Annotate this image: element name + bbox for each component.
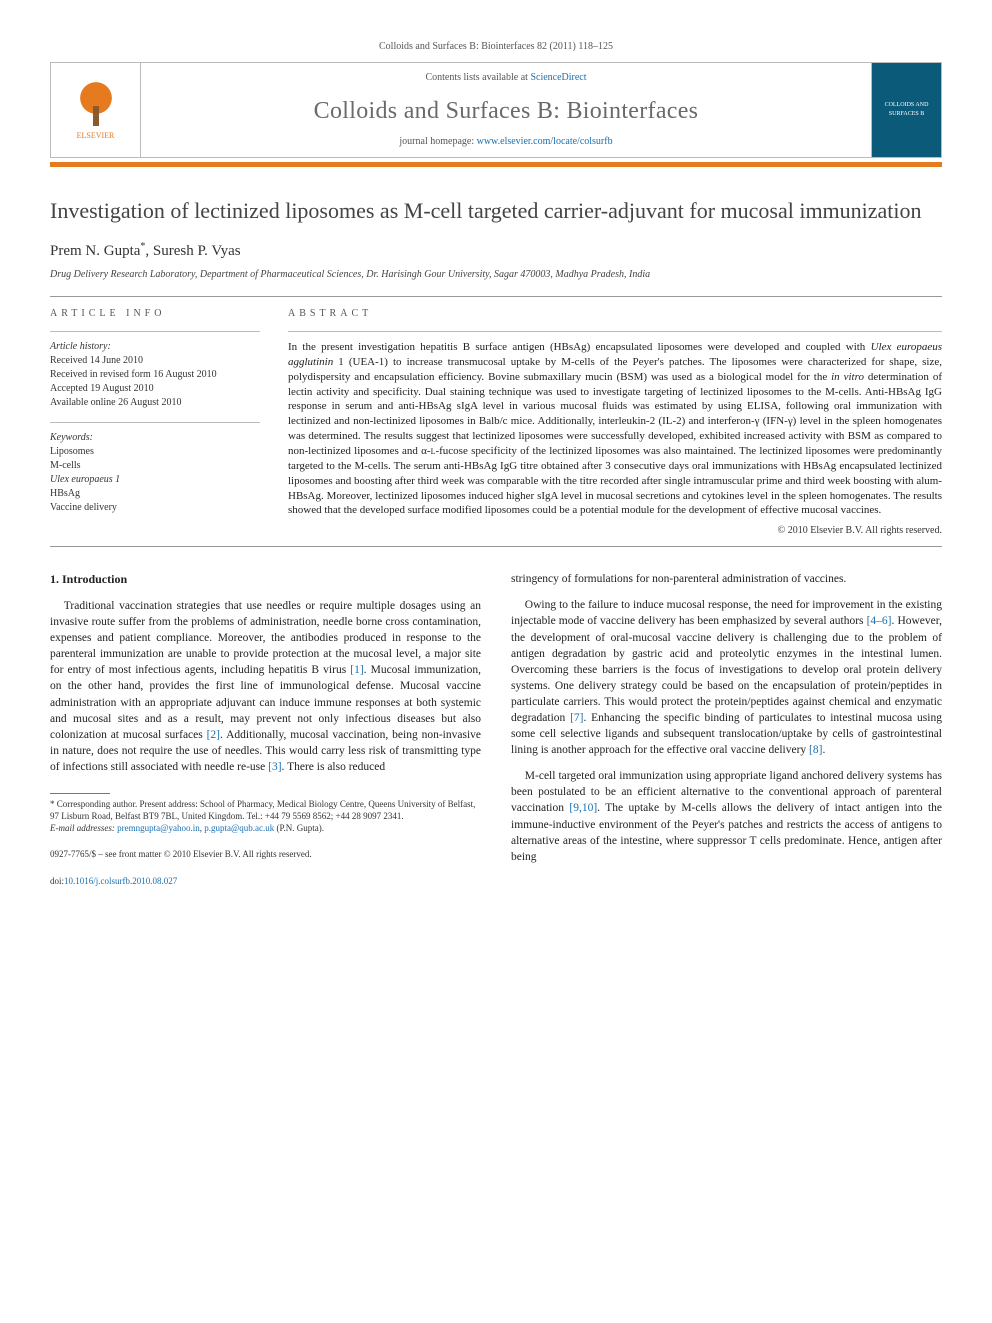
ref-2[interactable]: [2] bbox=[207, 729, 220, 741]
doi-link[interactable]: 10.1016/j.colsurfb.2010.08.027 bbox=[64, 876, 177, 886]
journal-title: Colloids and Surfaces B: Biointerfaces bbox=[151, 95, 861, 129]
footer-doi: doi:10.1016/j.colsurfb.2010.08.027 bbox=[50, 875, 481, 888]
email-1[interactable]: premngupta@yahoo.in bbox=[117, 823, 200, 833]
running-head: Colloids and Surfaces B: Biointerfaces 8… bbox=[50, 40, 942, 54]
divider-bottom bbox=[50, 546, 942, 547]
info-divider-2 bbox=[50, 422, 260, 423]
elsevier-logo: ELSEVIER bbox=[51, 63, 141, 157]
info-abstract-row: ARTICLE INFO Article history: Received 1… bbox=[50, 307, 942, 538]
footer-issn: 0927-7765/$ – see front matter © 2010 El… bbox=[50, 848, 481, 861]
homepage-link[interactable]: www.elsevier.com/locate/colsurfb bbox=[477, 136, 613, 147]
section-1-head: 1. Introduction bbox=[50, 571, 481, 588]
sciencedirect-link[interactable]: ScienceDirect bbox=[530, 72, 586, 83]
corr-label: * Corresponding author. bbox=[50, 799, 137, 809]
abstract-head: ABSTRACT bbox=[288, 307, 942, 321]
article-info: ARTICLE INFO Article history: Received 1… bbox=[50, 307, 260, 538]
keyword-4: HBsAg bbox=[50, 487, 260, 501]
history-online: Available online 26 August 2010 bbox=[50, 396, 260, 410]
author-sep: , bbox=[145, 243, 153, 259]
abs-it2: in vitro bbox=[831, 371, 864, 383]
elsevier-tree-icon bbox=[71, 78, 121, 128]
info-divider-1 bbox=[50, 331, 260, 332]
history-label: Article history: bbox=[50, 340, 260, 354]
ref-9-10[interactable]: [9,10] bbox=[569, 802, 597, 814]
contents-line: Contents lists available at ScienceDirec… bbox=[151, 71, 861, 85]
ref-8[interactable]: [8] bbox=[809, 744, 822, 756]
email-footnote: E-mail addresses: premngupta@yahoo.in, p… bbox=[50, 822, 481, 834]
email-label: E-mail addresses: bbox=[50, 823, 117, 833]
authors: Prem N. Gupta*, Suresh P. Vyas bbox=[50, 240, 942, 262]
abstract-text: In the present investigation hepatitis B… bbox=[288, 340, 942, 518]
article-history: Article history: Received 14 June 2010 R… bbox=[50, 340, 260, 410]
corresponding-footnote: * Corresponding author. Present address:… bbox=[50, 798, 481, 822]
keyword-5: Vaccine delivery bbox=[50, 501, 260, 515]
history-revised: Received in revised form 16 August 2010 bbox=[50, 368, 260, 382]
abstract-divider bbox=[288, 331, 942, 332]
abstract-copyright: © 2010 Elsevier B.V. All rights reserved… bbox=[288, 524, 942, 538]
col2-para-2: Owing to the failure to induce mucosal r… bbox=[511, 597, 942, 758]
column-right: stringency of formulations for non-paren… bbox=[511, 571, 942, 887]
ref-7[interactable]: [7] bbox=[570, 712, 583, 724]
article-info-head: ARTICLE INFO bbox=[50, 307, 260, 321]
email-owner: (P.N. Gupta). bbox=[274, 823, 324, 833]
abs-p1a: In the present investigation hepatitis B… bbox=[288, 341, 871, 353]
doi-prefix: doi: bbox=[50, 876, 64, 886]
publisher-label: ELSEVIER bbox=[77, 130, 115, 141]
author-2: Suresh P. Vyas bbox=[153, 243, 241, 259]
c2p2d: . bbox=[822, 744, 825, 756]
contents-prefix: Contents lists available at bbox=[425, 72, 530, 83]
ref-4-6[interactable]: [4–6] bbox=[867, 615, 892, 627]
article-title: Investigation of lectinized liposomes as… bbox=[50, 197, 942, 225]
history-received: Received 14 June 2010 bbox=[50, 354, 260, 368]
author-1: Prem N. Gupta bbox=[50, 243, 140, 259]
page: Colloids and Surfaces B: Biointerfaces 8… bbox=[0, 0, 992, 928]
keywords-label: Keywords: bbox=[50, 431, 260, 445]
affiliation: Drug Delivery Research Laboratory, Depar… bbox=[50, 268, 942, 282]
body-columns: 1. Introduction Traditional vaccination … bbox=[50, 571, 942, 887]
accent-bar bbox=[50, 162, 942, 167]
keyword-3: Ulex europaeus 1 bbox=[50, 473, 260, 487]
divider-top bbox=[50, 296, 942, 297]
c1p1d: . There is also reduced bbox=[282, 761, 386, 773]
keyword-1: Liposomes bbox=[50, 445, 260, 459]
abstract: ABSTRACT In the present investigation he… bbox=[288, 307, 942, 538]
homepage-prefix: journal homepage: bbox=[399, 136, 476, 147]
email-2[interactable]: p.gupta@qub.ac.uk bbox=[204, 823, 274, 833]
footnote-rule bbox=[50, 793, 110, 794]
column-left: 1. Introduction Traditional vaccination … bbox=[50, 571, 481, 887]
col2-para-1: stringency of formulations for non-paren… bbox=[511, 571, 942, 587]
journal-header: ELSEVIER Contents lists available at Sci… bbox=[50, 62, 942, 158]
keywords: Keywords: Liposomes M-cells Ulex europae… bbox=[50, 431, 260, 515]
journal-homepage: journal homepage: www.elsevier.com/locat… bbox=[151, 135, 861, 149]
intro-para-1: Traditional vaccination strategies that … bbox=[50, 598, 481, 775]
ref-1[interactable]: [1] bbox=[350, 664, 363, 676]
header-center: Contents lists available at ScienceDirec… bbox=[141, 63, 871, 157]
history-accepted: Accepted 19 August 2010 bbox=[50, 382, 260, 396]
keyword-2: M-cells bbox=[50, 459, 260, 473]
ref-3[interactable]: [3] bbox=[268, 761, 281, 773]
col2-para-3: M-cell targeted oral immunization using … bbox=[511, 768, 942, 865]
journal-cover-thumb: COLLOIDS AND SURFACES B bbox=[871, 63, 941, 157]
c2p2b: . However, the development of oral-mucos… bbox=[511, 615, 942, 724]
